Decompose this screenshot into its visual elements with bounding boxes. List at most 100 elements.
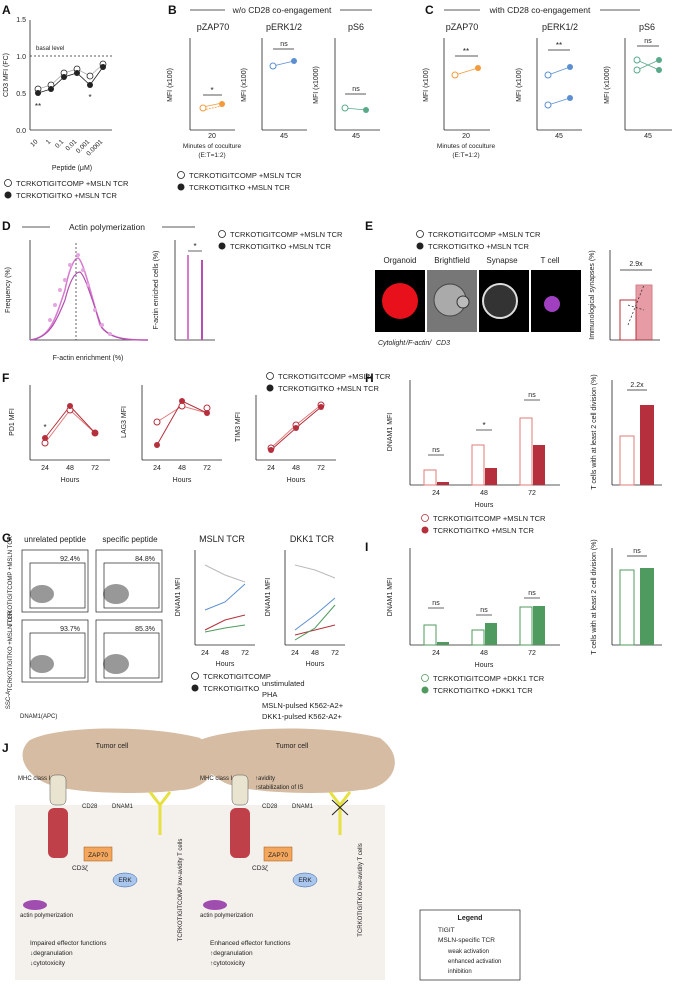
svg-text:↑degranulation: ↑degranulation (210, 950, 253, 957)
svg-text:PD1 MFI: PD1 MFI (9, 408, 16, 436)
svg-text:72: 72 (203, 465, 211, 472)
svg-text:↑avidity: ↑avidity (255, 776, 275, 782)
svg-text:ns: ns (633, 548, 641, 555)
a-points-ko (35, 64, 106, 96)
svg-text:24: 24 (153, 465, 161, 472)
svg-text:TCRKOTIGITCOMP +MSLN TCR: TCRKOTIGITCOMP +MSLN TCR (433, 514, 546, 523)
svg-text:MHC class I: MHC class I (200, 776, 233, 782)
svg-text:2.2x: 2.2x (630, 382, 644, 389)
svg-text:Organoid: Organoid (384, 256, 417, 265)
svg-text:ZAP70: ZAP70 (268, 852, 288, 859)
svg-text:1.0: 1.0 (16, 54, 26, 61)
svg-text:TCRKOTIGITCOMP +MSLN TCR: TCRKOTIGITCOMP +MSLN TCR (230, 230, 343, 239)
svg-text:TCRKOTIGITKO +DKK1 TCR: TCRKOTIGITKO +DKK1 TCR (433, 686, 533, 695)
a-yticks: 0.0 0.5 1.0 1.5 (16, 17, 26, 135)
svg-text:TCRKOTIGITCOMP low-avidity T c: TCRKOTIGITCOMP low-avidity T cells (178, 839, 184, 942)
svg-text:pZAP70: pZAP70 (197, 22, 230, 32)
svg-text:TCRKOTIGITKO +MSLN TCR: TCRKOTIGITKO +MSLN TCR (8, 610, 14, 691)
svg-text:0.5: 0.5 (16, 91, 26, 98)
svg-text:unrelated peptide: unrelated peptide (24, 535, 86, 544)
svg-text:85.3%: 85.3% (135, 626, 155, 633)
svg-text:CD28: CD28 (262, 804, 278, 810)
svg-text:TIGIT: TIGIT (438, 927, 455, 934)
svg-text:TIM3 MFI: TIM3 MFI (235, 412, 242, 442)
svg-text:TCRKOTIGITCOMP +MSLN TCR: TCRKOTIGITCOMP +MSLN TCR (428, 230, 541, 239)
svg-text:/F-actin/: /F-actin/ (405, 340, 432, 347)
svg-text:DNAM1 MFI: DNAM1 MFI (387, 413, 394, 452)
svg-text:MFI (x1000): MFI (x1000) (313, 66, 320, 104)
svg-text:pERK1/2: pERK1/2 (266, 22, 302, 32)
svg-text:TCRKOTIGITCOMP +DKK1 TCR: TCRKOTIGITCOMP +DKK1 TCR (433, 674, 545, 683)
svg-text:24: 24 (432, 650, 440, 657)
svg-text:unstimulated: unstimulated (262, 679, 305, 688)
svg-text:72: 72 (91, 465, 99, 472)
svg-text:92.4%: 92.4% (60, 556, 80, 563)
panel-h: H DNAM1 MFI ns * ns 24 48 72 Hours TCRKO… (365, 371, 662, 535)
svg-text:MFI (x100): MFI (x100) (241, 68, 248, 102)
svg-text:72: 72 (241, 650, 249, 657)
svg-text:inhibition: inhibition (448, 969, 472, 975)
svg-text:pZAP70: pZAP70 (446, 22, 479, 32)
svg-text:**: ** (35, 102, 41, 111)
svg-text:48: 48 (292, 465, 300, 472)
svg-text:ERK: ERK (298, 877, 312, 884)
panel-c: C with CD28 co-engagement pZAP70 pERK1/2… (423, 3, 672, 159)
svg-text:MSLN-specific TCR: MSLN-specific TCR (438, 937, 495, 944)
a-points-comp (34, 60, 107, 93)
svg-text:with CD28 co-engagement: with CD28 co-engagement (489, 5, 591, 15)
svg-text:Hours: Hours (306, 661, 325, 668)
svg-text:pERK1/2: pERK1/2 (542, 22, 578, 32)
svg-text:Hours: Hours (173, 477, 192, 484)
svg-text:Actin polymerization: Actin polymerization (69, 222, 145, 232)
svg-text:MFI (x1000): MFI (x1000) (604, 66, 611, 104)
svg-text:actin polymerization: actin polymerization (200, 913, 253, 919)
svg-text:CD28: CD28 (82, 804, 98, 810)
svg-text:72: 72 (317, 465, 325, 472)
panel-b: B w/o CD28 co-engagement pZAP70 pERK1/2 … (167, 3, 380, 192)
svg-text:↓cytotoxicity: ↓cytotoxicity (30, 960, 66, 967)
svg-text:*: * (43, 423, 46, 432)
svg-text:TCRKOTIGITKO +MSLN TCR: TCRKOTIGITKO +MSLN TCR (428, 242, 529, 251)
svg-text:DNAM1 MFI: DNAM1 MFI (265, 578, 272, 617)
svg-text:CD3ζ: CD3ζ (72, 865, 88, 872)
svg-text:24: 24 (291, 650, 299, 657)
svg-text:TCRKOTIGITKO +MSLN TCR: TCRKOTIGITKO +MSLN TCR (433, 526, 534, 535)
svg-text:0.1: 0.1 (54, 138, 66, 150)
svg-text:T cell: T cell (541, 256, 560, 265)
svg-text:Cytolight: Cytolight (378, 340, 406, 347)
svg-text:DNAM1: DNAM1 (292, 804, 314, 810)
svg-text:48: 48 (178, 465, 186, 472)
svg-text:ns: ns (480, 607, 488, 614)
svg-text:pS6: pS6 (348, 22, 364, 32)
svg-text:48: 48 (480, 490, 488, 497)
svg-text:ns: ns (432, 447, 440, 454)
panel-f: F PD1 MFI * 24 48 72 Hours LAG3 MFI 24 4… (2, 371, 391, 484)
svg-text:*: * (88, 93, 91, 102)
svg-text:1.5: 1.5 (16, 17, 26, 24)
svg-text:**: ** (463, 47, 469, 56)
svg-text:CD3ζ: CD3ζ (252, 865, 268, 872)
panel-a: A 0.0 0.5 1.0 1.5 CD3 MFI (FC) basal lev… (2, 3, 129, 200)
svg-text:T cells with at least 2 cell d: T cells with at least 2 cell division (%… (591, 374, 598, 489)
svg-text:*: * (193, 242, 196, 251)
svg-text:Hours: Hours (475, 502, 494, 509)
svg-text:*: * (482, 421, 485, 430)
svg-text:↑stabilization of IS: ↑stabilization of IS (255, 785, 303, 791)
a-legend-ko: TCRKOTIGITKO +MSLN TCR (16, 191, 117, 200)
svg-text:MFI (x100): MFI (x100) (167, 68, 174, 102)
svg-text:45: 45 (352, 133, 360, 140)
svg-text:E: E (365, 219, 373, 233)
panel-i: I DNAM1 MFI ns ns ns 24 48 72 Hours TCRK… (365, 539, 662, 695)
svg-text:48: 48 (221, 650, 229, 657)
svg-text:ERK: ERK (118, 877, 132, 884)
svg-text:DNAM1: DNAM1 (112, 804, 134, 810)
svg-text:20: 20 (462, 133, 470, 140)
svg-text:↑cytotoxicity: ↑cytotoxicity (210, 960, 246, 967)
svg-text:F-actin enrichment (%): F-actin enrichment (%) (53, 355, 124, 362)
svg-text:72: 72 (528, 490, 536, 497)
svg-text:24: 24 (201, 650, 209, 657)
svg-text:24: 24 (41, 465, 49, 472)
panel-d: D Actin polymerization Frequency (%) F-a… (2, 219, 343, 362)
svg-text:ns: ns (644, 38, 652, 45)
svg-text:actin polymerization: actin polymerization (20, 913, 73, 919)
